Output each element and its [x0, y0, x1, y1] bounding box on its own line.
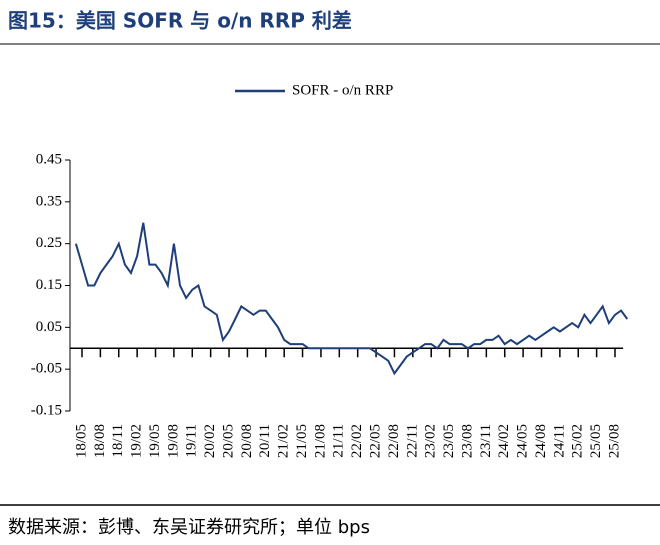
y-tick-label: -0.05: [31, 361, 62, 377]
chart-title: 图15：美国 SOFR 与 o/n RRP 利差: [8, 9, 352, 33]
x-tick-label: 18/05: [73, 424, 89, 458]
source-note: 数据来源：彭博、东吴证券研究所；单位 bps: [8, 517, 370, 538]
x-tick-label: 22/11: [404, 424, 420, 458]
x-tick-label: 22/05: [368, 424, 384, 458]
y-tick-label: 0.35: [36, 193, 62, 209]
x-tick-label: 21/11: [331, 424, 347, 458]
legend-label: SOFR - o/n RRP: [292, 82, 393, 98]
x-tick-label: 21/08: [312, 424, 328, 458]
x-tick-label: 20/02: [202, 424, 218, 458]
y-tick-label: -0.15: [31, 402, 62, 418]
series-line: [74, 222, 629, 376]
x-tick-label: 23/08: [459, 424, 475, 458]
y-tick-label: 0.45: [36, 151, 62, 167]
y-tick-label: 0.15: [36, 277, 62, 293]
x-tick-label: 19/08: [165, 424, 181, 458]
x-tick-label: 22/08: [386, 424, 402, 458]
y-tick-label: 0.05: [36, 319, 62, 335]
x-tick-label: 20/08: [239, 424, 255, 458]
x-tick-label: 18/11: [110, 424, 126, 458]
x-tick-label: 21/05: [294, 424, 310, 458]
x-tick-label: 19/05: [147, 424, 163, 458]
x-tick-label: 23/02: [423, 424, 439, 458]
y-tick-label: 0.25: [36, 235, 62, 251]
x-tick-label: 25/02: [570, 424, 586, 458]
x-tick-label: 24/08: [533, 424, 549, 458]
x-tick-label: 25/08: [606, 424, 622, 458]
x-tick-label: 25/05: [588, 424, 604, 458]
x-tick-label: 23/11: [478, 424, 494, 458]
x-tick-label: 23/05: [441, 424, 457, 458]
x-tick-label: 22/02: [349, 424, 365, 458]
x-tick-label: 21/02: [276, 424, 292, 458]
x-tick-label: 19/02: [129, 424, 145, 458]
x-tick-label: 19/11: [184, 424, 200, 458]
x-tick-label: 24/02: [496, 424, 512, 458]
x-tick-label: 18/08: [92, 424, 108, 458]
x-tick-label: 24/05: [515, 424, 531, 458]
x-tick-label: 24/11: [551, 424, 567, 458]
x-tick-label: 20/11: [257, 424, 273, 458]
x-tick-label: 20/05: [220, 424, 236, 458]
